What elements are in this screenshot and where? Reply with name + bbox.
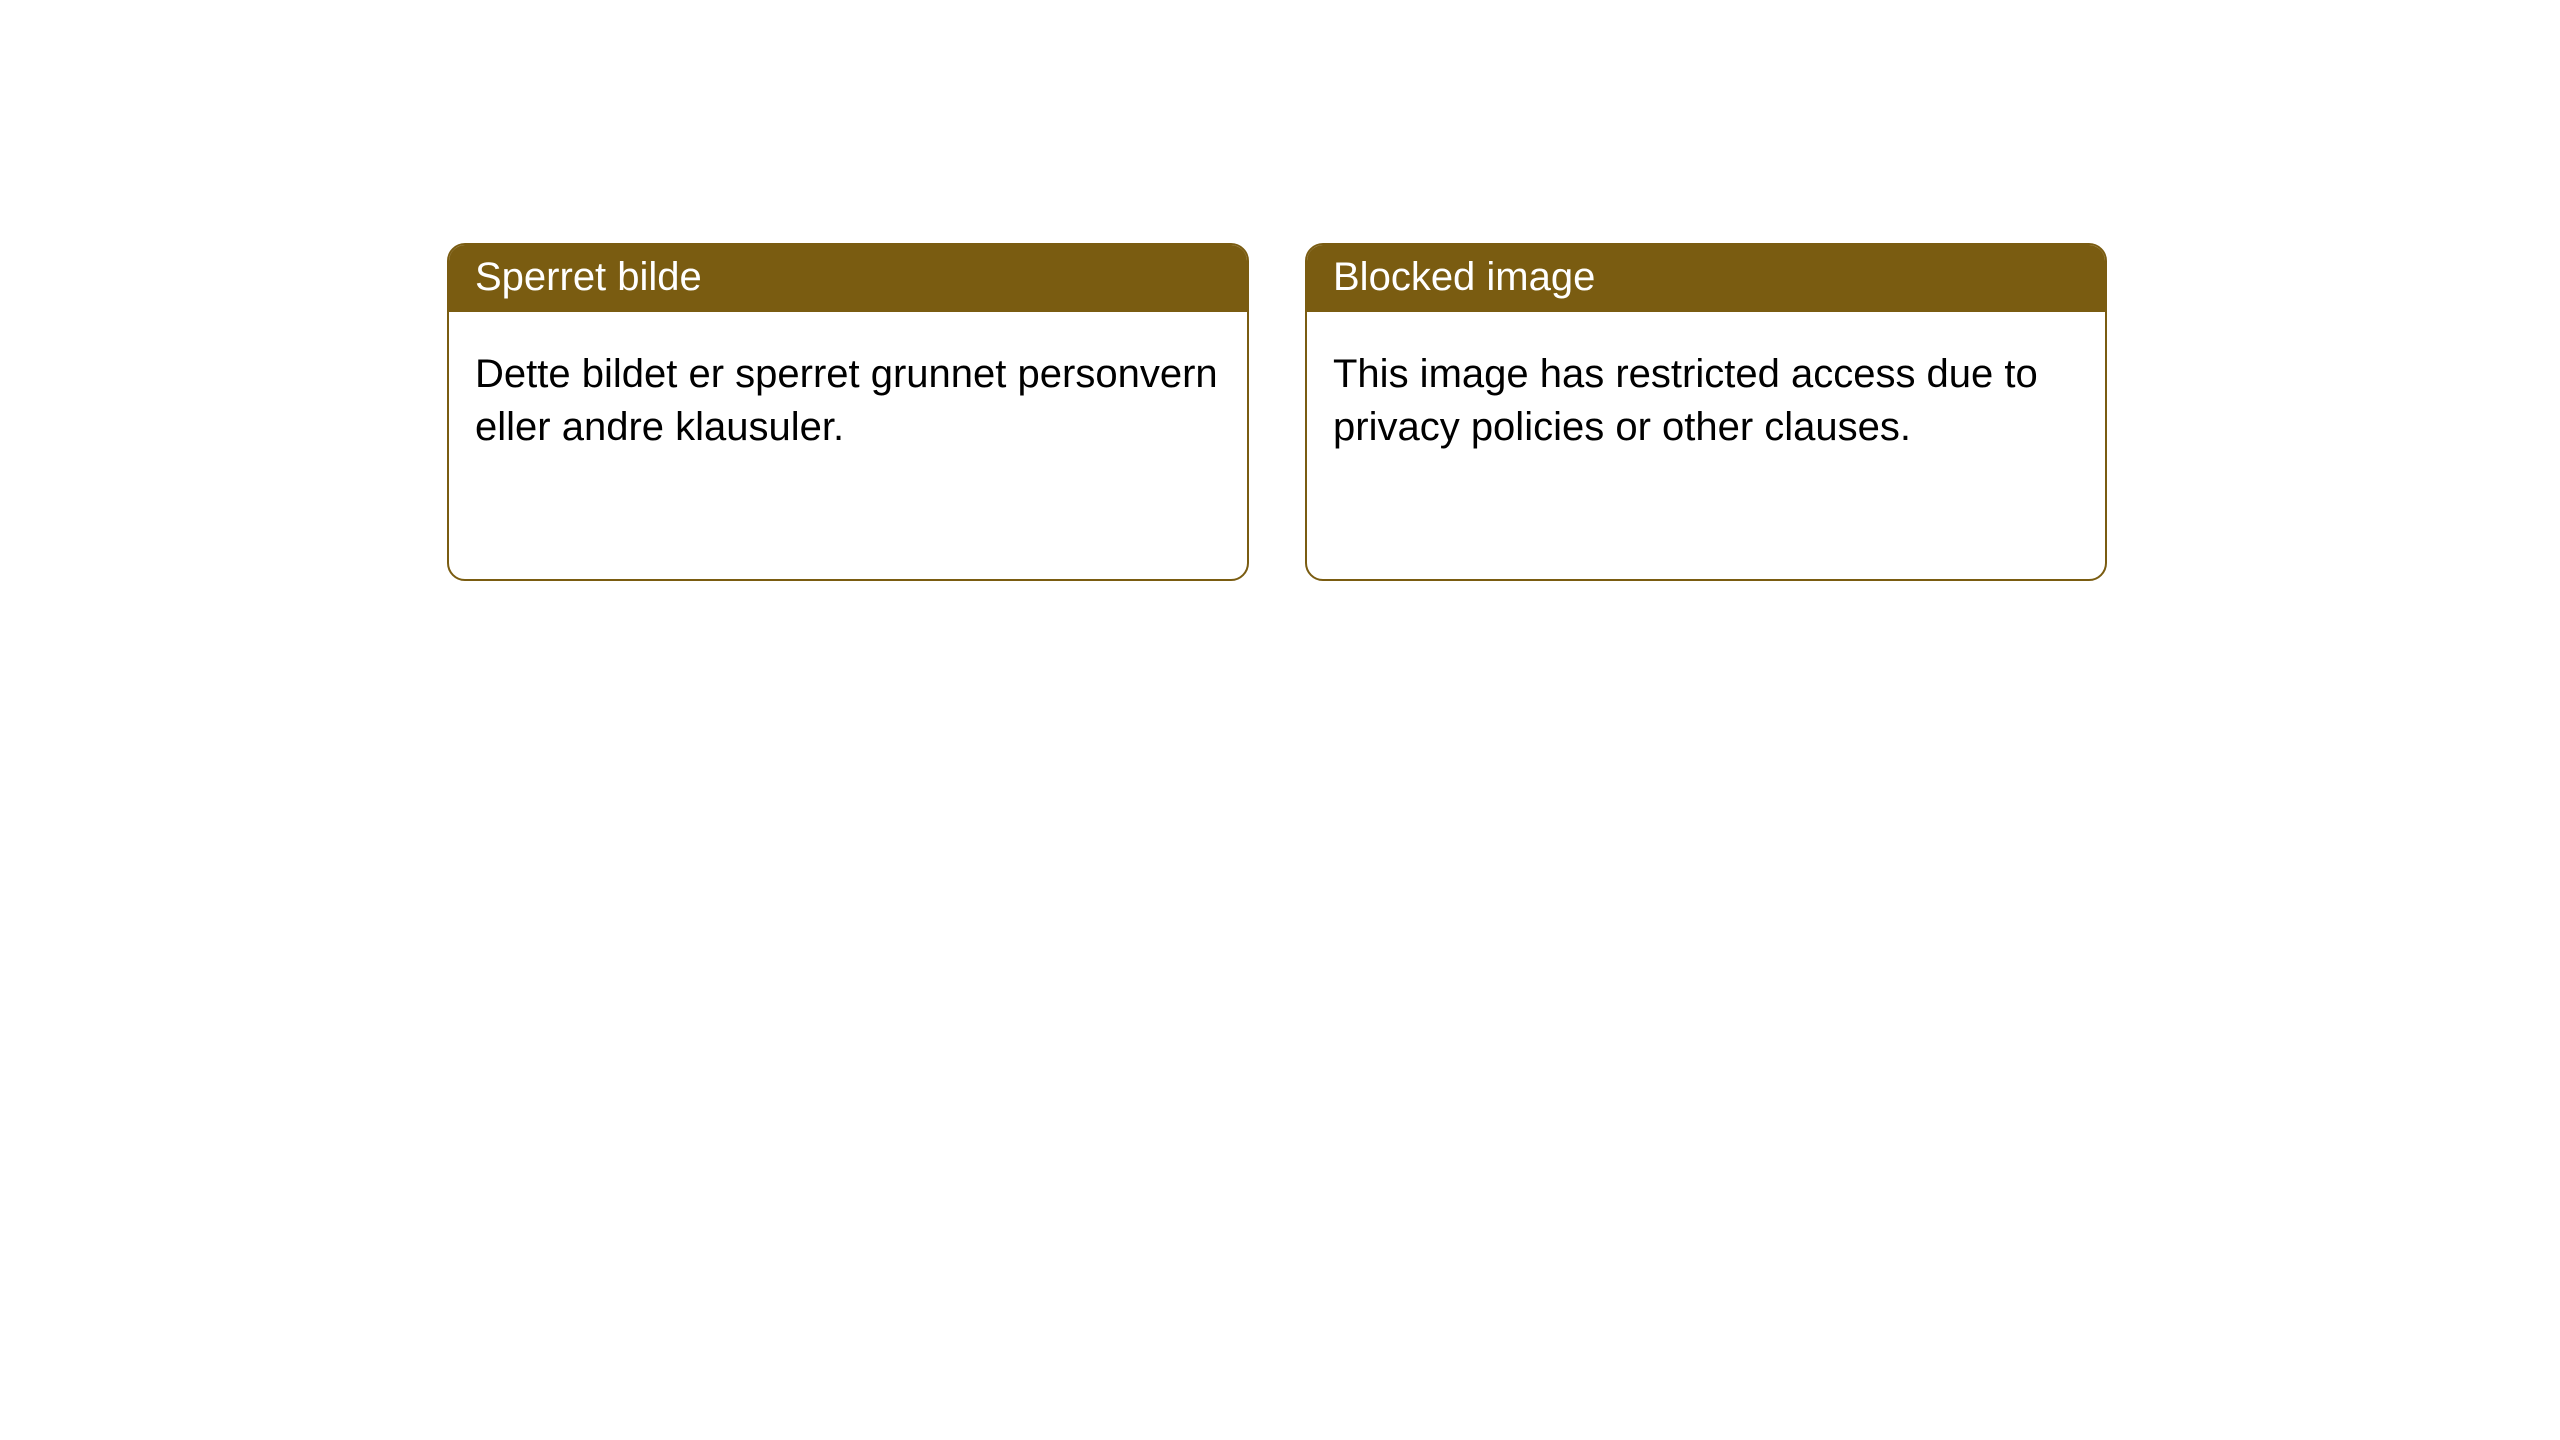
notice-card-norwegian: Sperret bilde Dette bildet er sperret gr… bbox=[447, 243, 1249, 581]
notice-body: Dette bildet er sperret grunnet personve… bbox=[449, 312, 1247, 480]
notice-title: Blocked image bbox=[1307, 245, 2105, 312]
notice-title: Sperret bilde bbox=[449, 245, 1247, 312]
notice-body: This image has restricted access due to … bbox=[1307, 312, 2105, 480]
notice-container: Sperret bilde Dette bildet er sperret gr… bbox=[0, 0, 2560, 581]
notice-card-english: Blocked image This image has restricted … bbox=[1305, 243, 2107, 581]
